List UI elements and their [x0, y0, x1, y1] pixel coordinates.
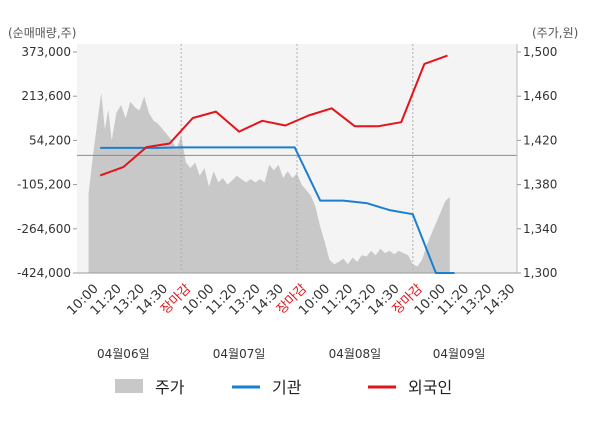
date-label: 04월08일 [329, 347, 382, 361]
left-tick-label: -105,200 [17, 178, 71, 192]
legend-label: 외국인 [408, 378, 452, 397]
date-label: 04월07일 [213, 347, 266, 361]
left-tick-label: 213,600 [21, 89, 71, 103]
right-axis: 1,500 1,460 1,420 1,380 1,340 1,300 [517, 45, 557, 280]
legend: 주가 기관 외국인 [115, 378, 452, 397]
left-axis: 373,000 213,600 54,200 -105,200 -264,600 -424… [17, 45, 77, 280]
series-line-외국인 [99, 54, 448, 177]
price-area [77, 44, 517, 274]
right-tick-label: 1,380 [523, 178, 557, 192]
left-tick-label: -424,000 [17, 266, 71, 280]
right-tick-label: 1,340 [523, 222, 557, 236]
legend-label: 주가 [155, 378, 185, 397]
legend-label: 기관 [272, 378, 302, 397]
left-axis-unit: (순매매량,주) [8, 26, 76, 40]
right-tick-label: 1,300 [523, 266, 557, 280]
right-tick-label: 1,460 [523, 89, 557, 103]
date-label: 04월09일 [433, 347, 486, 361]
left-tick-label: 54,200 [29, 133, 71, 147]
left-tick-label: -264,600 [17, 222, 71, 236]
series-line-기관 [100, 146, 455, 274]
series-area-주가 [88, 92, 450, 274]
right-tick-label: 1,420 [523, 133, 557, 147]
date-labels: 04월06일 04월07일 04월08일 04월09일 [97, 347, 485, 361]
right-axis-unit: (주가,원) [532, 26, 578, 40]
x-axis: 10:0011:2013:2014:30장마감10:0011:2013:2014… [65, 281, 519, 318]
right-tick-label: 1,500 [523, 45, 557, 59]
left-tick-label: 373,000 [21, 45, 71, 59]
date-label: 04월06일 [97, 347, 150, 361]
legend-swatch-주가 [115, 379, 143, 393]
series-lines [99, 54, 455, 274]
